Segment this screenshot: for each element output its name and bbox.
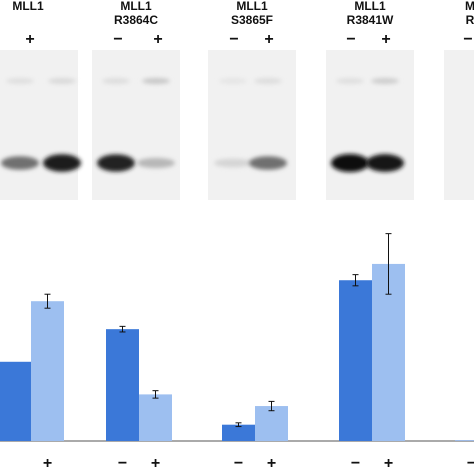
x-tick-label: − [351, 455, 360, 472]
blot-band [1, 156, 39, 170]
lane-sign: + [25, 31, 34, 48]
panel-label: MLL1 [12, 0, 44, 13]
gel-background [444, 50, 474, 200]
lane-sign: + [264, 31, 273, 48]
blot-band [331, 154, 369, 172]
panel-label: MLL1 [120, 0, 152, 13]
blot-panel: MR − [444, 0, 474, 200]
x-tick-label: − [467, 455, 474, 472]
lane-sign: − [229, 31, 238, 48]
blot-smear-band [219, 78, 247, 84]
lane-sign: − [346, 31, 355, 48]
blot-smear-band [48, 78, 76, 84]
blot-panel: MLL1 + [0, 0, 81, 200]
bar [139, 394, 172, 441]
bar [339, 280, 372, 441]
bar-chart: +−+−+−+−+ [0, 233, 474, 472]
lane-sign: + [153, 31, 162, 48]
bar [106, 329, 139, 441]
blot-band [137, 157, 175, 169]
gel-background [208, 50, 296, 200]
x-tick-label: − [234, 455, 243, 472]
lane-sign: + [381, 31, 390, 48]
gel-background [326, 50, 414, 200]
gel-background [92, 50, 180, 200]
bar-series [0, 263, 474, 441]
gel-background [0, 50, 78, 200]
panel-label: M [465, 0, 474, 13]
x-tick-label: + [43, 455, 52, 472]
panel-label: MLL1 [236, 0, 268, 13]
blot-band [249, 156, 287, 170]
panel-sublabel: R [466, 13, 474, 27]
blot-band [97, 154, 135, 172]
blot-band [43, 154, 81, 172]
x-tick-label: − [118, 455, 127, 472]
blot-smear-band [6, 78, 34, 84]
lane-sign: − [113, 31, 122, 48]
bar [31, 301, 64, 441]
x-tick-label: + [267, 455, 276, 472]
blot-band [214, 158, 252, 168]
bar [255, 406, 288, 441]
lane-sign: − [463, 31, 472, 48]
panel-label: MLL1 [354, 0, 386, 13]
blot-smear-band [102, 78, 130, 84]
blot-smear-band [254, 78, 282, 84]
blot-smear-band [142, 78, 170, 84]
blot-smear-band [371, 78, 399, 84]
panel-sublabel: R3841W [347, 13, 394, 27]
bar [0, 361, 31, 441]
bar [222, 424, 255, 441]
error-bars [44, 233, 392, 428]
panel-sublabel: R3864C [114, 13, 158, 27]
x-tick-label: + [151, 455, 160, 472]
panel-sublabel: S3865F [231, 13, 273, 27]
blot-band [366, 154, 404, 172]
x-tick-label: + [384, 455, 393, 472]
x-tick-labels: +−+−+−+−+ [43, 455, 474, 472]
blot-smear-band [336, 78, 364, 84]
